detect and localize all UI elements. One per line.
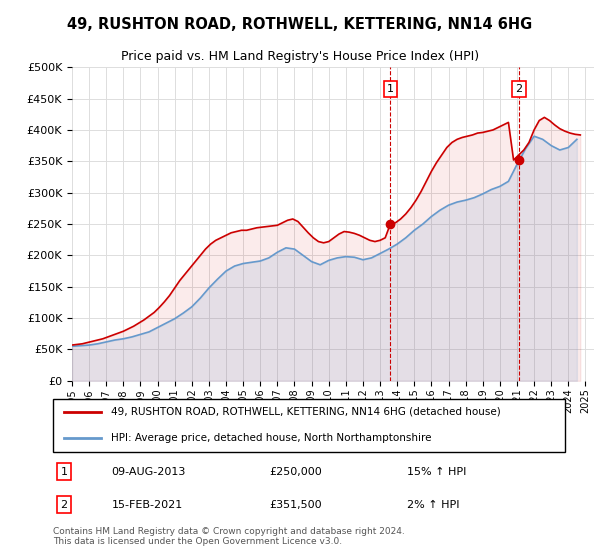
Text: 2: 2	[60, 500, 67, 510]
Text: £250,000: £250,000	[270, 467, 323, 477]
Text: £351,500: £351,500	[270, 500, 322, 510]
Text: 15% ↑ HPI: 15% ↑ HPI	[407, 467, 466, 477]
Text: 49, RUSHTON ROAD, ROTHWELL, KETTERING, NN14 6HG (detached house): 49, RUSHTON ROAD, ROTHWELL, KETTERING, N…	[112, 407, 501, 417]
Text: 1: 1	[387, 84, 394, 94]
Text: 2% ↑ HPI: 2% ↑ HPI	[407, 500, 460, 510]
FancyBboxPatch shape	[53, 399, 565, 452]
Text: HPI: Average price, detached house, North Northamptonshire: HPI: Average price, detached house, Nort…	[112, 433, 432, 443]
Text: 49, RUSHTON ROAD, ROTHWELL, KETTERING, NN14 6HG: 49, RUSHTON ROAD, ROTHWELL, KETTERING, N…	[67, 17, 533, 32]
Text: 09-AUG-2013: 09-AUG-2013	[112, 467, 186, 477]
Text: 1: 1	[61, 467, 67, 477]
Text: Contains HM Land Registry data © Crown copyright and database right 2024.
This d: Contains HM Land Registry data © Crown c…	[53, 526, 405, 546]
Text: 15-FEB-2021: 15-FEB-2021	[112, 500, 182, 510]
Text: Price paid vs. HM Land Registry's House Price Index (HPI): Price paid vs. HM Land Registry's House …	[121, 50, 479, 63]
Text: 2: 2	[515, 84, 523, 94]
